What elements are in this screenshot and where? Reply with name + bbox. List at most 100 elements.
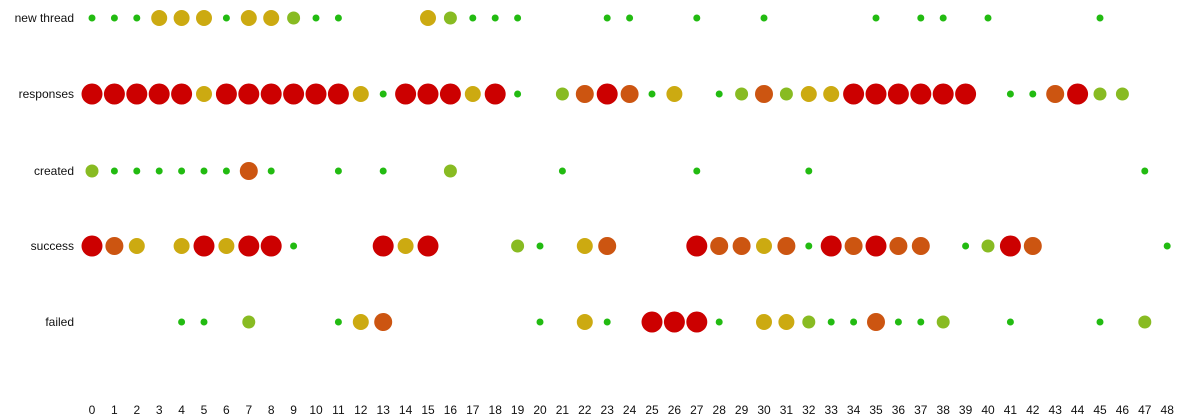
data-point	[715, 318, 723, 326]
data-point	[287, 11, 301, 25]
data-point	[283, 83, 305, 105]
x-tick-label: 44	[1071, 403, 1085, 417]
data-point	[374, 313, 393, 331]
x-tick-label: 31	[780, 403, 794, 417]
data-point	[128, 238, 145, 254]
dots	[81, 10, 1171, 333]
x-tick-label: 32	[802, 403, 816, 417]
data-point	[417, 235, 439, 257]
data-point	[379, 167, 387, 175]
data-point	[260, 235, 282, 257]
data-point	[133, 167, 141, 175]
data-point	[514, 14, 522, 22]
data-point	[596, 83, 618, 105]
data-point	[200, 318, 208, 326]
data-point	[555, 87, 569, 101]
data-point	[1006, 318, 1014, 326]
data-point	[805, 167, 813, 175]
x-tick-label: 23	[601, 403, 615, 417]
data-point	[917, 14, 925, 22]
data-point	[178, 318, 186, 326]
data-point	[178, 167, 186, 175]
data-point	[932, 83, 954, 105]
x-tick-label: 39	[959, 403, 973, 417]
x-tick-label: 19	[511, 403, 525, 417]
data-point	[955, 83, 977, 105]
x-tick-label: 46	[1116, 403, 1130, 417]
data-point	[81, 235, 103, 257]
data-point	[641, 311, 663, 333]
data-point	[755, 85, 773, 103]
data-point	[850, 318, 858, 326]
data-point	[889, 237, 908, 255]
data-point	[173, 10, 190, 26]
x-tick-label: 36	[892, 403, 906, 417]
data-point	[327, 83, 349, 105]
data-point	[576, 314, 593, 330]
data-point	[290, 242, 298, 250]
data-point	[536, 318, 544, 326]
x-tick-label: 35	[869, 403, 883, 417]
data-point	[894, 318, 902, 326]
x-tick-label: 18	[489, 403, 503, 417]
data-point	[133, 14, 141, 22]
data-point	[693, 14, 701, 22]
row-label: created	[34, 164, 74, 178]
data-point	[887, 83, 909, 105]
data-point	[334, 167, 342, 175]
data-point	[911, 237, 930, 255]
data-point	[464, 86, 481, 102]
data-point	[910, 83, 932, 105]
data-point	[439, 83, 461, 105]
data-point	[420, 10, 436, 26]
data-point	[222, 167, 230, 175]
data-point	[1046, 85, 1065, 103]
row-label: success	[31, 239, 74, 253]
x-tick-label: 43	[1049, 403, 1063, 417]
data-point	[443, 164, 457, 178]
data-point	[603, 14, 611, 22]
x-tick-label: 15	[421, 403, 435, 417]
data-point	[939, 14, 947, 22]
data-point	[827, 318, 835, 326]
data-point	[469, 14, 477, 22]
data-point	[514, 90, 522, 98]
data-point	[626, 14, 634, 22]
data-point	[1096, 318, 1104, 326]
x-tick-label: 21	[556, 403, 570, 417]
data-point	[598, 237, 617, 255]
data-point	[491, 14, 499, 22]
data-point	[802, 315, 816, 329]
data-point	[312, 14, 320, 22]
x-tick-label: 38	[937, 403, 951, 417]
data-point	[843, 83, 865, 105]
row-labels: new thread responses created success failed	[15, 11, 74, 329]
x-tick-label: 40	[981, 403, 995, 417]
x-tick-label: 11	[332, 403, 345, 417]
x-tick-label: 34	[847, 403, 861, 417]
data-point	[865, 235, 887, 257]
data-point	[148, 83, 170, 105]
data-point	[686, 311, 708, 333]
data-point	[222, 14, 230, 22]
data-point	[917, 318, 925, 326]
data-point	[981, 239, 995, 253]
data-point	[263, 10, 280, 26]
data-point	[379, 90, 387, 98]
data-point	[215, 83, 237, 105]
data-point	[193, 235, 215, 257]
data-point	[305, 83, 327, 105]
data-point	[872, 14, 880, 22]
data-point	[511, 239, 525, 253]
data-point	[844, 237, 863, 255]
x-tick-label: 41	[1004, 403, 1018, 417]
data-point	[1096, 14, 1104, 22]
data-point	[1023, 237, 1042, 255]
data-point	[238, 83, 260, 105]
data-point	[372, 235, 394, 257]
x-tick-label: 29	[735, 403, 749, 417]
data-point	[779, 87, 793, 101]
data-point	[867, 313, 885, 331]
data-point	[820, 235, 842, 257]
x-tick-label: 10	[309, 403, 323, 417]
